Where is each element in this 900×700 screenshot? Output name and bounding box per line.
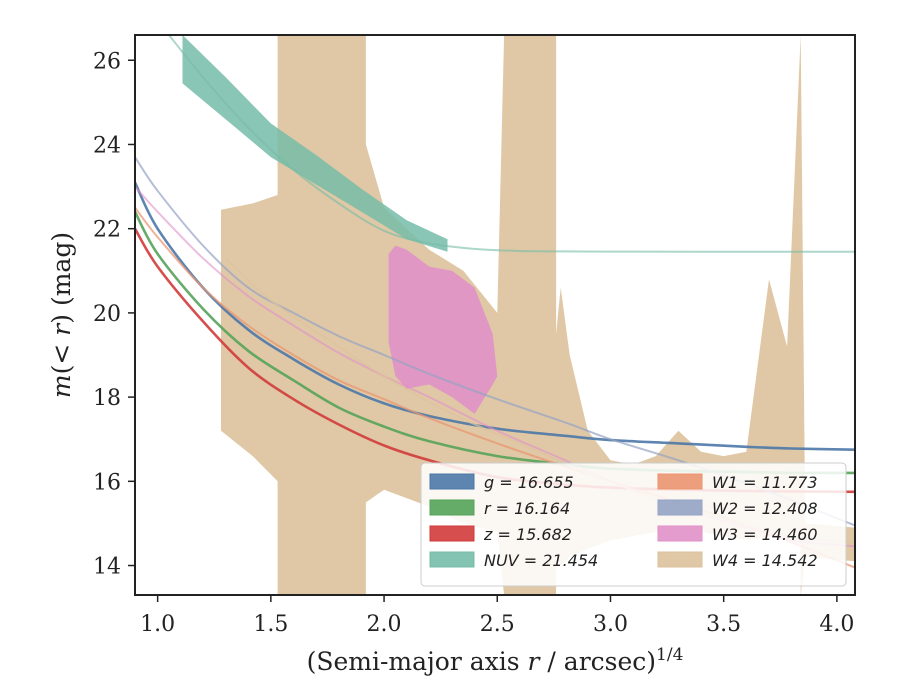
legend-swatch-z (429, 525, 475, 542)
legend-label-z: z = 15.682 (483, 525, 572, 544)
x-tick-label: 2.5 (480, 612, 515, 637)
legend-label-w3: W3 = 14.460 (712, 525, 818, 544)
x-axis: 1.0 1.5 2.0 2.5 3.0 3.5 4.0 (140, 595, 854, 637)
y-tick-label: 22 (93, 218, 121, 243)
w4-region-layer (221, 35, 855, 595)
x-tick-label: 3.0 (593, 612, 628, 637)
legend-swatch-w3 (657, 525, 703, 542)
band-layer (182, 35, 498, 414)
y-tick-label: 16 (93, 470, 121, 495)
series-line-nuv (168, 35, 855, 253)
legend-swatch-nuv (429, 551, 475, 568)
legend-label-r: r = 16.164 (484, 499, 570, 518)
plot-frame (134, 34, 856, 596)
legend-label-w2: W2 = 12.408 (712, 499, 818, 518)
legend-label-g: g = 16.655 (484, 473, 574, 492)
legend-swatch-r (429, 499, 475, 516)
y-axis-title: m(< r) (mag) (47, 232, 76, 398)
legend-label-w4: W4 = 14.542 (712, 551, 818, 570)
legend: g = 16.655 r = 16.164 z = 15.682 NUV = 21.4… (420, 462, 847, 587)
y-tick-label: 14 (93, 555, 121, 580)
x-tick-label: 4.0 (819, 612, 854, 637)
y-tick-label: 18 (93, 386, 121, 411)
x-axis-title: (Semi-major axis r / arcsec)1/4 (307, 645, 684, 676)
x-tick-label: 1.5 (253, 612, 288, 637)
x-tick-label: 1.0 (140, 612, 175, 637)
legend-label-w1: W1 = 11.773 (712, 473, 818, 492)
legend-swatch-w2 (657, 499, 703, 516)
w3-uncertainty-band (388, 245, 498, 414)
legend-swatch-w4 (657, 551, 703, 568)
legend-swatch-w1 (657, 473, 703, 490)
w4-uncertainty-region (221, 35, 855, 595)
y-tick-label: 20 (93, 302, 121, 327)
nuv-uncertainty-band (182, 35, 448, 252)
x-tick-label: 2.0 (367, 612, 402, 637)
x-tick-label: 3.5 (706, 612, 741, 637)
y-tick-label: 24 (93, 133, 121, 158)
series-line-g (135, 181, 855, 451)
legend-swatch-g (429, 473, 475, 490)
y-tick-label: 26 (93, 49, 121, 74)
legend-label-nuv: NUV = 21.454 (484, 551, 598, 570)
legend-box (420, 462, 847, 587)
y-axis: 14 16 18 20 22 24 26 (93, 49, 135, 580)
